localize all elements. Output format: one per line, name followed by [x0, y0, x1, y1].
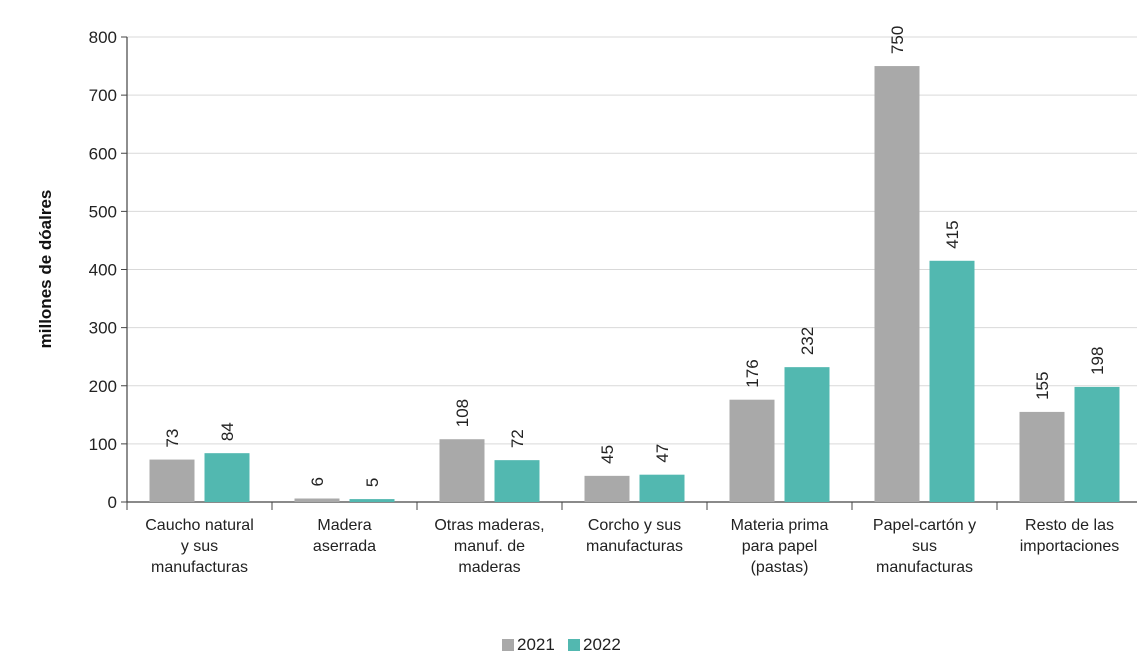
x-category-label: Resto de las importaciones	[1020, 517, 1120, 555]
x-category-label-line: Resto de las	[1025, 517, 1114, 534]
bar-2022	[929, 260, 975, 502]
data-label: 750	[888, 26, 907, 54]
data-label: 72	[508, 429, 527, 448]
data-label: 73	[163, 429, 182, 448]
y-tick-label: 200	[89, 377, 117, 396]
legend-label: 2022	[583, 635, 621, 654]
y-tick-label: 300	[89, 319, 117, 338]
bar-2021	[874, 66, 920, 502]
data-label: 108	[453, 399, 472, 427]
data-label: 5	[363, 478, 382, 487]
x-category-label: Papel-cartón y sus manufacturas	[873, 517, 976, 576]
y-tick-label: 100	[89, 435, 117, 454]
data-label: 176	[743, 359, 762, 387]
data-label: 45	[598, 445, 617, 464]
data-label: 84	[218, 422, 237, 441]
x-category-label-line: importaciones	[1020, 538, 1120, 555]
x-category-label-line: sus	[912, 538, 937, 555]
y-tick-label: 0	[108, 493, 117, 512]
x-category-label-line: Papel-cartón y	[873, 517, 976, 534]
x-category-label-line: para papel	[742, 538, 818, 555]
bar-2022	[1074, 386, 1120, 502]
bar-2022	[639, 474, 685, 502]
axes: 0 100 200 300 400 500 600 700 800 Caucho natural y…	[89, 28, 1137, 576]
bar-2022	[204, 453, 250, 502]
bar-2021	[729, 399, 775, 502]
y-tick-label: 600	[89, 144, 117, 163]
data-label: 415	[943, 220, 962, 248]
data-label: 155	[1033, 372, 1052, 400]
bar-2021	[149, 459, 195, 502]
x-category-label-line: aserrada	[313, 538, 376, 555]
bar-2021	[1019, 411, 1065, 502]
x-category-label-line: y sus	[181, 538, 218, 555]
bar-2021	[584, 475, 630, 502]
data-label: 47	[653, 444, 672, 463]
x-category-label-line: maderas	[458, 559, 520, 576]
x-category-label-line: Corcho y sus	[588, 517, 681, 534]
x-category-label-line: manufacturas	[586, 538, 683, 555]
x-category-label-line: Caucho natural	[145, 517, 254, 534]
bar-2022	[494, 460, 540, 502]
x-category-label-line: Otras maderas,	[434, 517, 544, 534]
bar-2022	[349, 499, 395, 502]
x-category-label-line: manufacturas	[151, 559, 248, 576]
bar-2021	[294, 498, 340, 502]
y-tick-label: 400	[89, 261, 117, 280]
x-category-label: Otras maderas, manuf. de maderas	[434, 517, 544, 576]
x-category-label-line: (pastas)	[751, 559, 809, 576]
x-category-label-line: Madera	[317, 517, 371, 534]
data-label: 198	[1088, 347, 1107, 375]
x-category-label: Materia prima para papel (pastas)	[731, 517, 829, 576]
bar-2022	[784, 367, 830, 502]
data-labels: 73 84 6 5 108 72 45 47 176 232 750 415 155 198	[163, 26, 1107, 487]
data-label: 232	[798, 327, 817, 355]
legend-swatch-2022	[568, 639, 580, 651]
x-category-label: Caucho natural y sus manufacturas	[145, 517, 254, 576]
data-label: 6	[308, 477, 327, 486]
y-axis-label: millones de dóalres	[36, 190, 55, 349]
x-category-label-line: Materia prima	[731, 517, 829, 534]
gridlines	[127, 36, 1137, 445]
x-category-label: Madera aserrada	[313, 517, 376, 555]
bar-2021	[439, 439, 485, 502]
legend-swatch-2021	[502, 639, 514, 651]
x-category-label: Corcho y sus manufacturas	[586, 517, 683, 555]
legend: 2021 2022	[502, 635, 621, 654]
y-tick-label: 500	[89, 202, 117, 221]
x-category-label-line: manufacturas	[876, 559, 973, 576]
bars	[149, 66, 1120, 502]
legend-label: 2021	[517, 635, 555, 654]
x-category-label-line: manuf. de	[454, 538, 525, 555]
y-tick-label: 800	[89, 28, 117, 47]
y-tick-label: 700	[89, 86, 117, 105]
